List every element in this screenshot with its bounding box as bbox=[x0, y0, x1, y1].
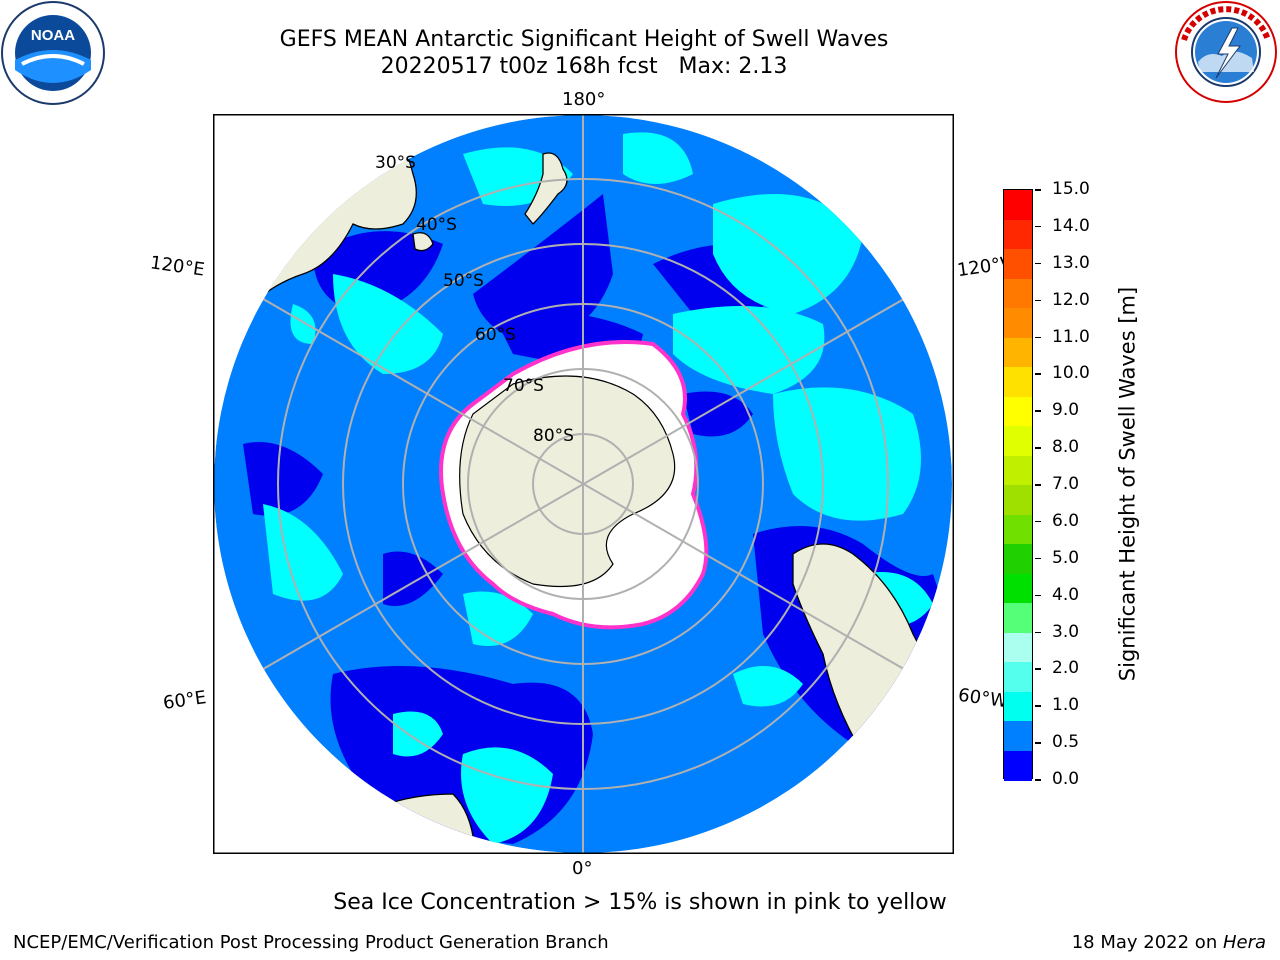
colorbar-tick bbox=[1035, 631, 1041, 633]
colorbar-segment bbox=[1004, 337, 1032, 368]
colorbar-tick bbox=[1035, 779, 1041, 781]
lon-label-120e: 120°E bbox=[148, 252, 206, 281]
tasmania bbox=[412, 232, 434, 252]
colorbar-tick bbox=[1035, 189, 1041, 191]
high-swell-regions bbox=[263, 132, 933, 844]
map-frame bbox=[213, 114, 954, 854]
colorbar-tick-label: 15.0 bbox=[1052, 179, 1090, 199]
colorbar-tick bbox=[1035, 373, 1041, 375]
colorbar-tick-label: 10.0 bbox=[1052, 363, 1090, 384]
colorbar-segment bbox=[1004, 662, 1032, 692]
colorbar-tick bbox=[1035, 557, 1041, 560]
colorbar-tick bbox=[1035, 410, 1041, 412]
colorbar-tick-label: 6.0 bbox=[1052, 510, 1080, 531]
colorbar-segment bbox=[1004, 544, 1032, 574]
footer-host: Hera bbox=[1222, 932, 1266, 953]
graticule bbox=[214, 115, 952, 853]
colorbar-segment bbox=[1004, 603, 1032, 633]
colorbar-tick-label: 5.0 bbox=[1052, 547, 1080, 568]
colorbar-segment bbox=[1004, 455, 1032, 486]
chart-subtitle: 20220517 t00z 168h fcst Max: 2.13 bbox=[380, 54, 788, 79]
footer-date-text: 18 May 2022 on bbox=[1071, 932, 1223, 953]
colorbar-tick bbox=[1035, 225, 1041, 228]
colorbar-segment bbox=[1004, 249, 1032, 279]
lat-label-30: 30°S bbox=[375, 153, 416, 173]
nws-logo bbox=[1175, 1, 1277, 103]
colorbar-segment bbox=[1004, 308, 1032, 338]
colorbar-tick-label: 14.0 bbox=[1052, 215, 1090, 236]
colorbar-tick-label: 11.0 bbox=[1052, 326, 1090, 347]
noaa-logo: NOAA bbox=[1, 1, 105, 105]
colorbar-segment bbox=[1004, 514, 1032, 545]
colorbar-segment bbox=[1004, 485, 1032, 515]
colorbar-tick-label: 13.0 bbox=[1052, 252, 1090, 273]
colorbar-tick-label: 4.0 bbox=[1052, 584, 1080, 605]
colorbar-tick bbox=[1035, 668, 1041, 670]
colorbar-segment bbox=[1004, 691, 1032, 722]
lat-label-70: 70°S bbox=[503, 376, 544, 396]
chart-title: GEFS MEAN Antarctic Significant Height o… bbox=[279, 27, 889, 52]
polar-map: 30°S 40°S 50°S 60°S 70°S 80°S bbox=[213, 114, 954, 854]
colorbar-tick bbox=[1035, 742, 1041, 744]
antarctica bbox=[459, 375, 676, 587]
colorbar-tick-label: 12.0 bbox=[1052, 289, 1090, 310]
colorbar-segment bbox=[1004, 750, 1032, 781]
colorbar-tick bbox=[1035, 299, 1041, 302]
colorbar-tick-label: 8.0 bbox=[1052, 437, 1080, 458]
colorbar-tick bbox=[1035, 262, 1041, 265]
footer-credit: NCEP/EMC/Verification Post Processing Pr… bbox=[13, 932, 609, 953]
colorbar-tick bbox=[1035, 336, 1041, 338]
colorbar-segment bbox=[1004, 219, 1032, 250]
new-zealand bbox=[524, 152, 568, 225]
lon-label-60e: 60°E bbox=[161, 687, 208, 714]
noaa-logo-text: NOAA bbox=[31, 27, 75, 44]
colorbar-tick bbox=[1035, 594, 1041, 597]
colorbar-segment bbox=[1004, 721, 1032, 751]
lat-label-60: 60°S bbox=[475, 325, 516, 345]
colorbar-segment bbox=[1004, 278, 1032, 309]
colorbar-tick bbox=[1035, 520, 1041, 523]
colorbar bbox=[1003, 189, 1033, 781]
lat-label-40: 40°S bbox=[416, 215, 457, 235]
colorbar-segment bbox=[1004, 426, 1032, 456]
colorbar-tick-label: 2.0 bbox=[1052, 658, 1080, 679]
lat-label-80: 80°S bbox=[533, 426, 574, 446]
colorbar-tick bbox=[1035, 484, 1041, 486]
colorbar-segment bbox=[1004, 367, 1032, 397]
sea-ice-note: Sea Ice Concentration > 15% is shown in … bbox=[333, 890, 947, 915]
colorbar-tick-label: 3.0 bbox=[1052, 621, 1080, 642]
lat-label-50: 50°S bbox=[443, 271, 484, 291]
colorbar-segment bbox=[1004, 632, 1032, 663]
lon-label-60w: 60°W bbox=[956, 684, 1009, 713]
colorbar-segment bbox=[1004, 396, 1032, 427]
colorbar-tick-label: 9.0 bbox=[1052, 400, 1080, 421]
colorbar-tick bbox=[1035, 705, 1041, 707]
colorbar-tick-label: 7.0 bbox=[1052, 474, 1080, 494]
colorbar-tick-label: 0.5 bbox=[1052, 732, 1080, 753]
lon-label-180: 180° bbox=[562, 89, 606, 110]
colorbar-segment bbox=[1004, 573, 1032, 604]
footer-date: 18 May 2022 on Hera bbox=[1072, 932, 1266, 953]
colorbar-label: Significant Height of Swell Waves [m] bbox=[1115, 286, 1140, 682]
lon-label-0: 0° bbox=[572, 858, 593, 879]
colorbar-segment bbox=[1004, 190, 1032, 220]
colorbar-tick-label: 0.0 bbox=[1052, 769, 1080, 789]
colorbar-tick bbox=[1035, 447, 1041, 449]
colorbar-tick-label: 1.0 bbox=[1052, 695, 1080, 716]
